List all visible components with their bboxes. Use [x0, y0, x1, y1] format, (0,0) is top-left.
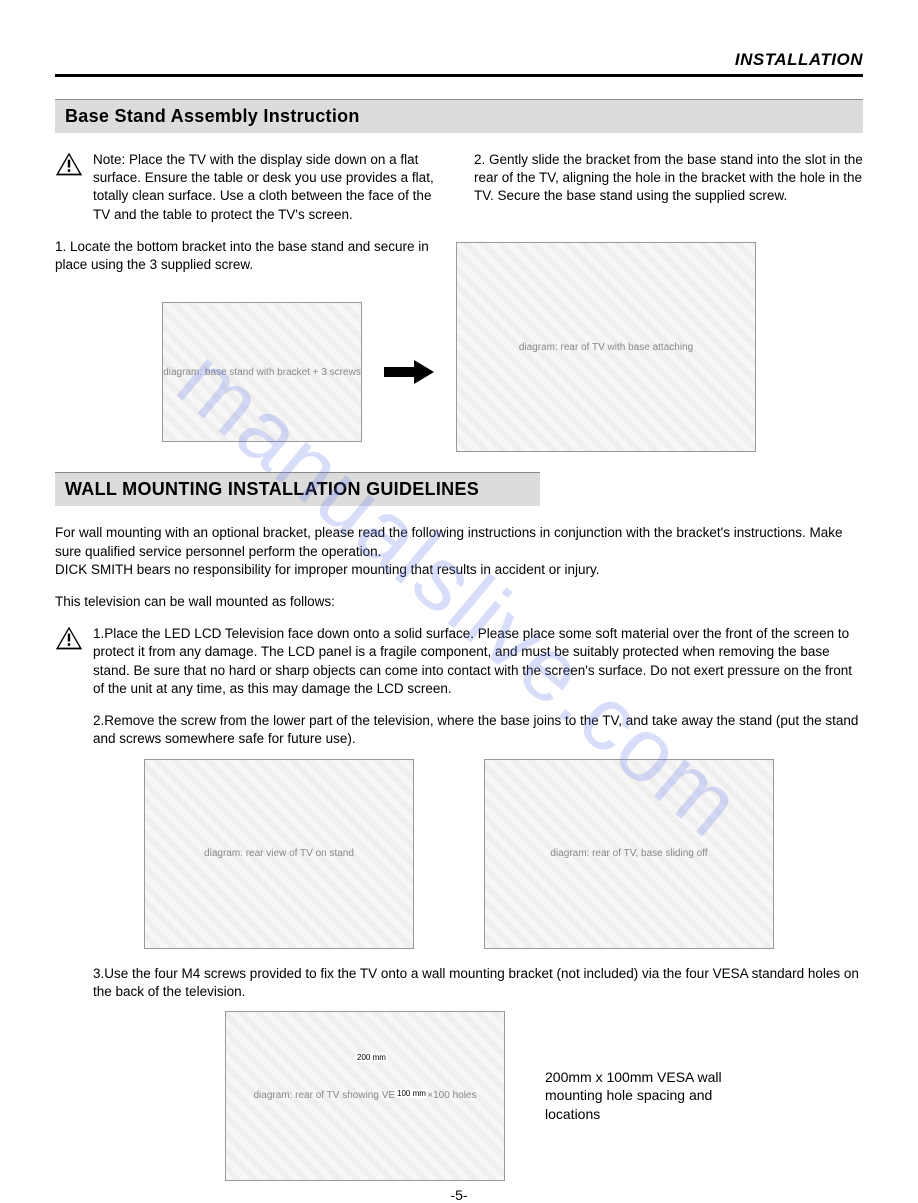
vesa-label: 200mm x 100mm VESA wall mounting hole sp… — [545, 1068, 755, 1125]
section1-title: Base Stand Assembly Instruction — [55, 99, 863, 133]
section2-step1-row: 1.Place the LED LCD Television face down… — [55, 625, 863, 698]
page-number: -5- — [55, 1187, 863, 1203]
diagram-bracket-base: diagram: base stand with bracket + 3 scr… — [162, 302, 362, 442]
arrow-right-icon — [384, 360, 434, 384]
section2-intro: For wall mounting with an optional brack… — [55, 524, 863, 579]
section2-intro2: DICK SMITH bears no responsibility for i… — [55, 562, 599, 577]
section2-step1: 1.Place the LED LCD Television face down… — [93, 625, 863, 698]
header-title: INSTALLATION — [735, 50, 863, 69]
diagram-tv-with-stand: diagram: rear view of TV on stand — [144, 759, 414, 949]
page-header: INSTALLATION — [55, 50, 863, 77]
note-row: Note: Place the TV with the display side… — [55, 151, 444, 224]
note-text: Note: Place the TV with the display side… — [93, 151, 444, 224]
section2-step3: 3.Use the four M4 screws provided to fix… — [93, 965, 863, 1001]
diagram-vesa-holes: diagram: rear of TV showing VESA 200×100… — [225, 1011, 505, 1181]
section2-intro3: This television can be wall mounted as f… — [55, 593, 863, 611]
section2-step2: 2.Remove the screw from the lower part o… — [93, 712, 863, 748]
vesa-dim-h: 100 mm — [395, 1089, 428, 1098]
diagram-tv-detach-base: diagram: rear of TV, base sliding off — [484, 759, 774, 949]
vesa-row: diagram: rear of TV showing VESA 200×100… — [225, 1011, 863, 1181]
section2-diagrams-row1: diagram: rear view of TV on stand diagra… — [55, 759, 863, 949]
section2-intro1: For wall mounting with an optional brack… — [55, 525, 842, 558]
section2-title: WALL MOUNTING INSTALLATION GUIDELINES — [55, 472, 540, 506]
section1-step2: 2. Gently slide the bracket from the bas… — [474, 151, 863, 206]
diagram-tv-rear-assembly: diagram: rear of TV with base attaching — [456, 242, 756, 452]
section1-step1: 1. Locate the bottom bracket into the ba… — [55, 238, 444, 274]
section1-left-col: Note: Place the TV with the display side… — [55, 151, 444, 284]
section1-diagrams: diagram: base stand with bracket + 3 scr… — [55, 292, 863, 452]
warning-icon — [55, 151, 83, 177]
vesa-dim-w: 200 mm — [355, 1053, 388, 1062]
warning-icon — [55, 625, 83, 651]
